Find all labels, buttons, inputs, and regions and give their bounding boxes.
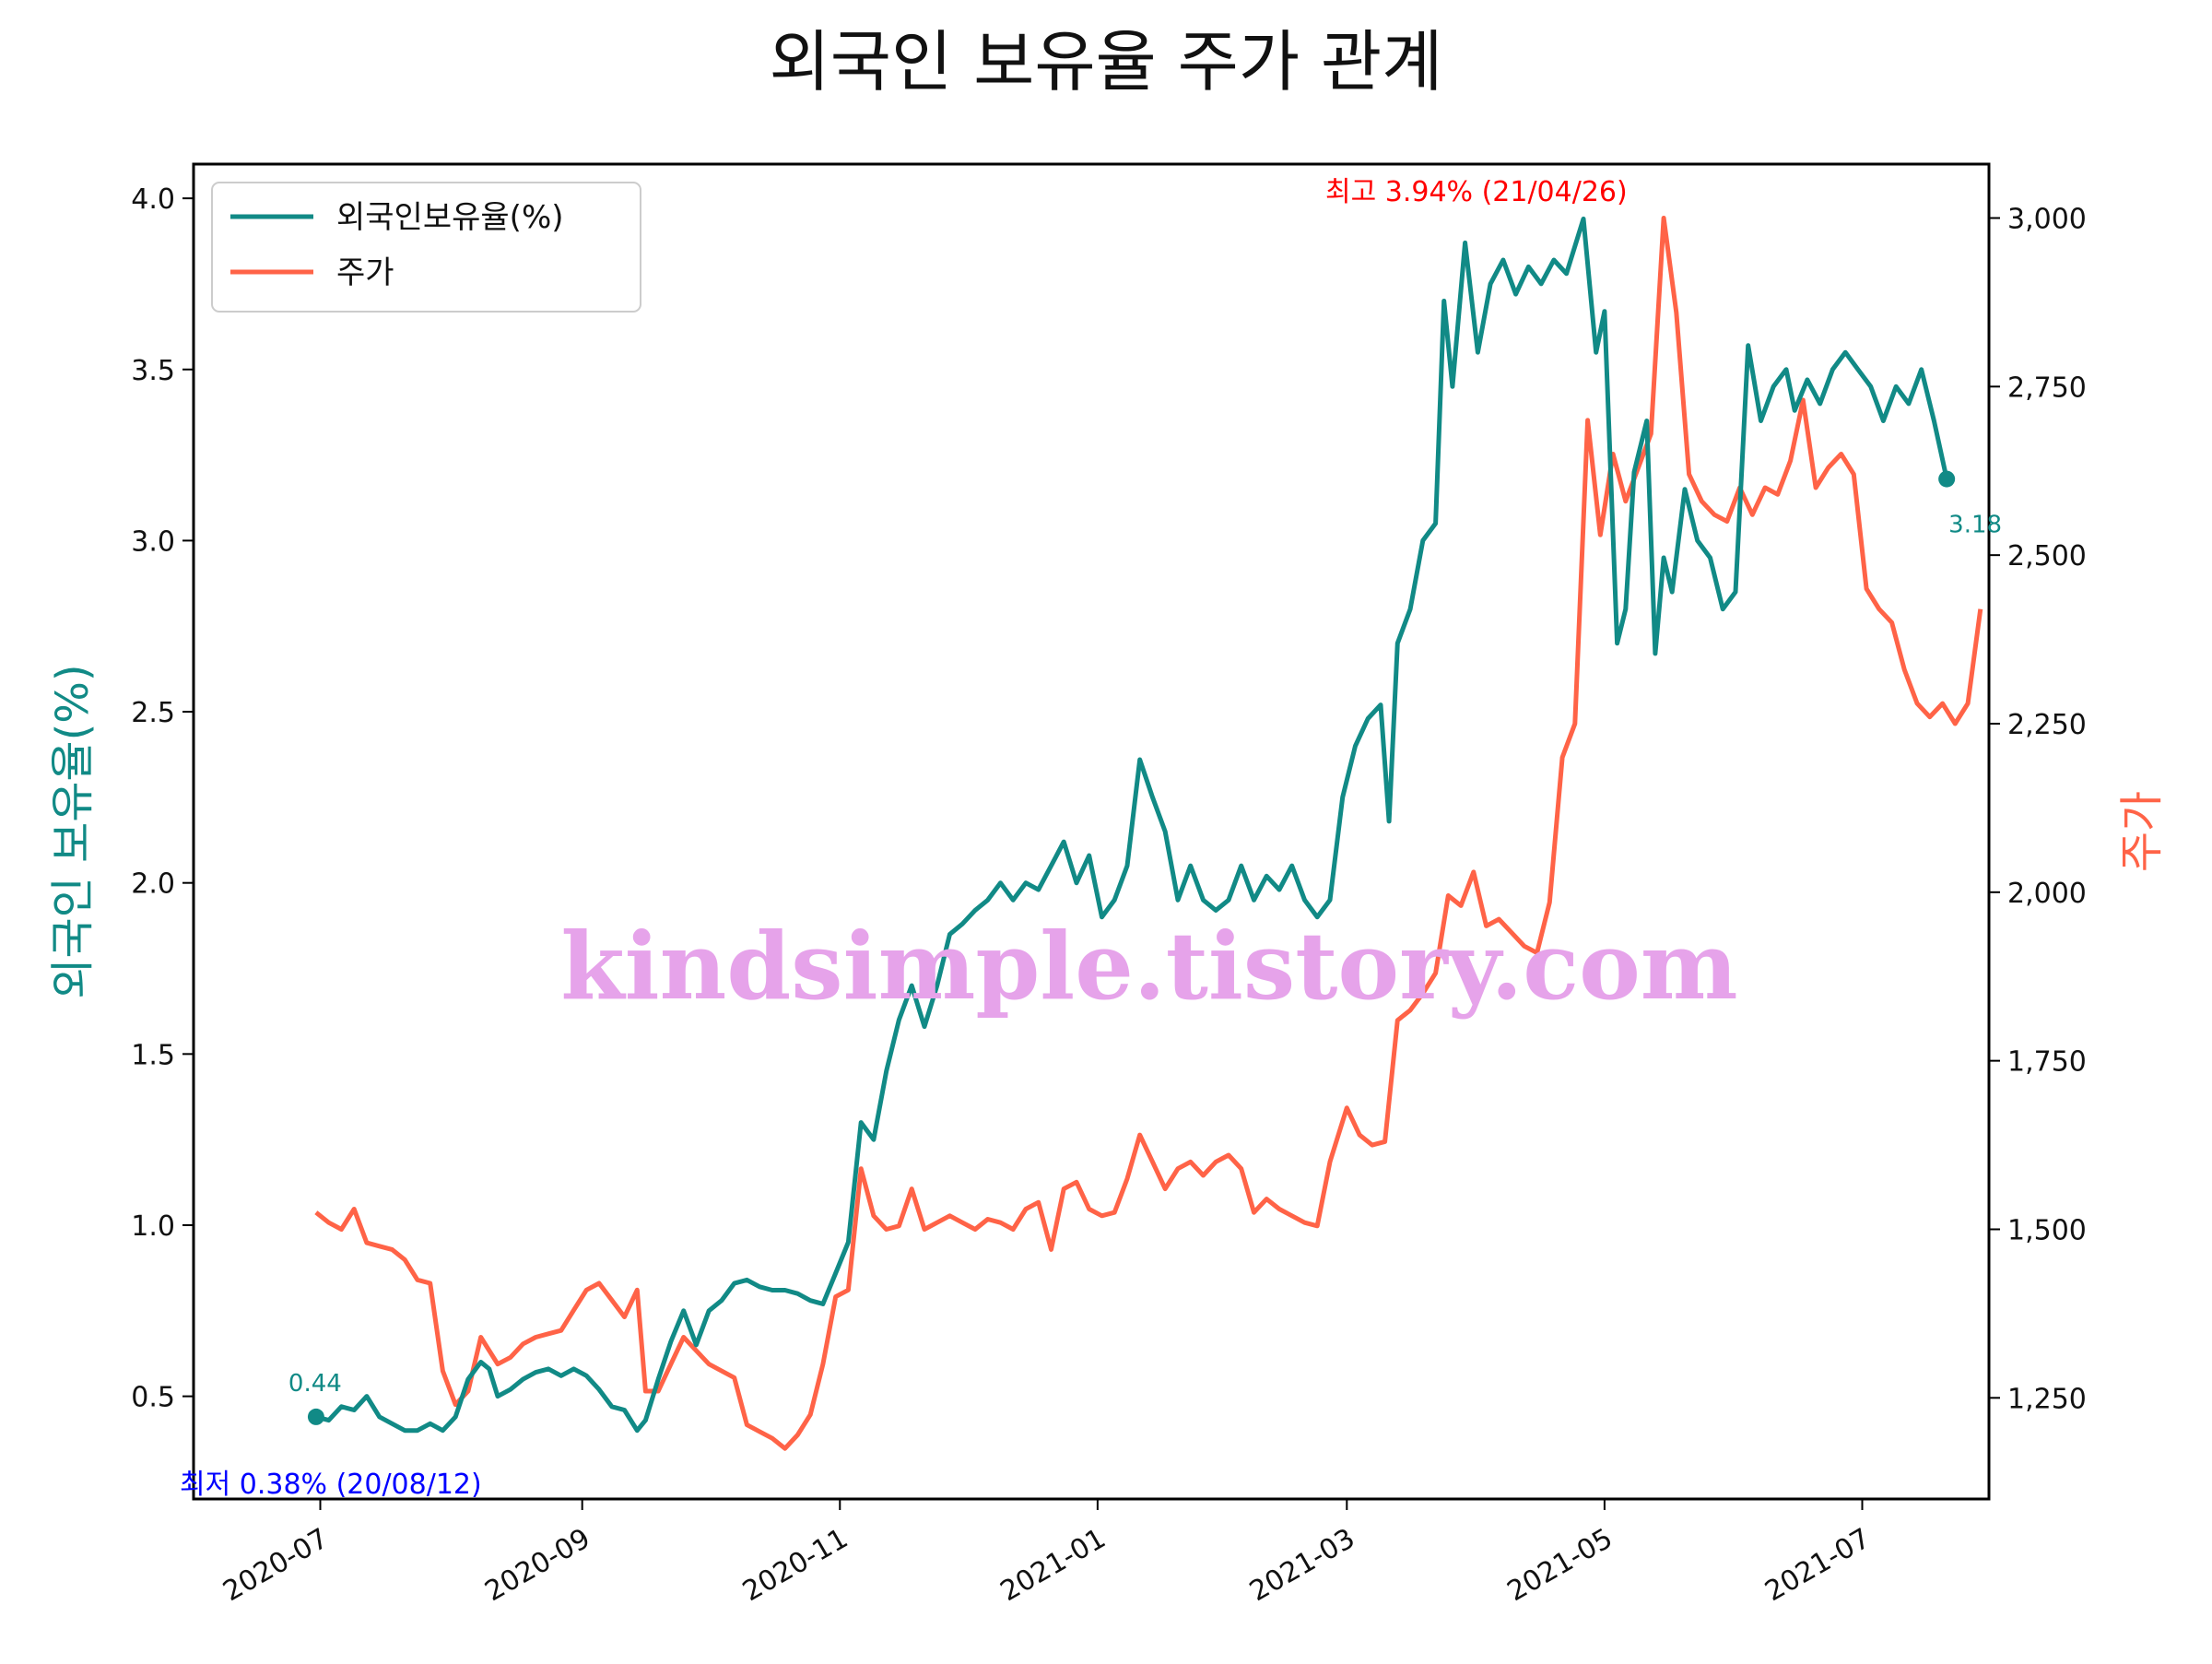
max-annotation: 최고 3.94% (21/04/26) <box>1325 176 1628 208</box>
chart-title: 외국인 보유율 주가 관계 <box>769 23 1442 100</box>
y-right-tick-label-3: 2,000 <box>2007 878 2087 910</box>
y-left-tick-label-3: 2.0 <box>131 868 175 901</box>
min-annotation: 최저 0.38% (20/08/12) <box>180 1469 482 1501</box>
legend: 외국인보유율(%) 주가 <box>211 182 641 313</box>
annotation-layer: 0.44 3.18 최고 3.94% (21/04/26) 최저 0.38% (20/… <box>180 176 2002 1501</box>
y-left-tick-label-4: 2.5 <box>131 697 175 729</box>
y-axis-label-right: 주가 <box>2116 791 2168 872</box>
y-left-tick-label-5: 3.0 <box>131 525 175 558</box>
legend-label-price: 주가 <box>336 254 394 291</box>
y-left-tick-label-2: 1.5 <box>131 1039 175 1071</box>
plot-frame <box>192 162 1991 1501</box>
y-right-tick-label-0: 1,250 <box>2007 1383 2087 1415</box>
legend-label-holding: 외국인보유율(%) <box>336 199 564 236</box>
end-marker <box>1938 470 1956 488</box>
start-value-label: 0.44 <box>288 1370 342 1398</box>
end-value-label: 3.18 <box>1948 512 2002 539</box>
start-marker <box>307 1408 324 1425</box>
y-left-tick-label-1: 1.0 <box>131 1210 175 1243</box>
y-right-tick-label-4: 2,250 <box>2007 709 2087 741</box>
y-right-tick-label-6: 2,750 <box>2007 372 2087 404</box>
series-line-price <box>314 216 1983 1451</box>
y-axis-label-left: 외국인 보유율(%) <box>47 664 99 998</box>
y-right-tick-label-1: 1,500 <box>2007 1214 2087 1246</box>
series-line-holding <box>315 216 1949 1434</box>
y-right-tick-label-2: 1,750 <box>2007 1046 2087 1079</box>
y-right-tick-label-7: 3,000 <box>2007 204 2087 236</box>
watermark: kindsimple.tistory.com <box>560 912 1737 1021</box>
y-left-tick-label-0: 0.5 <box>131 1382 175 1414</box>
y-left-tick-label-7: 4.0 <box>131 183 175 216</box>
y-right-tick-label-5: 2,500 <box>2007 540 2087 572</box>
y-left-tick-label-6: 3.5 <box>131 355 175 387</box>
series-layer <box>314 216 1983 1451</box>
